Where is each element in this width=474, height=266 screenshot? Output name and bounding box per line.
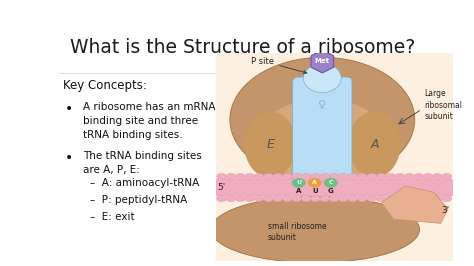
Ellipse shape: [348, 111, 401, 178]
Ellipse shape: [301, 173, 311, 180]
Text: What is the Structure of a ribosome?: What is the Structure of a ribosome?: [70, 38, 416, 57]
Text: A: A: [296, 188, 301, 194]
Ellipse shape: [236, 173, 246, 180]
Ellipse shape: [303, 64, 341, 93]
Ellipse shape: [367, 173, 377, 180]
Ellipse shape: [254, 173, 264, 180]
Text: P site: P site: [251, 57, 307, 74]
Ellipse shape: [292, 178, 305, 188]
Text: E: E: [266, 138, 274, 151]
Ellipse shape: [395, 173, 405, 180]
Ellipse shape: [404, 173, 414, 180]
Ellipse shape: [310, 173, 320, 180]
Text: U: U: [296, 180, 301, 185]
Ellipse shape: [385, 195, 395, 202]
Text: 5': 5': [217, 182, 225, 192]
Text: ♀: ♀: [318, 100, 327, 110]
Text: A: A: [370, 138, 379, 151]
Ellipse shape: [264, 173, 273, 180]
Polygon shape: [216, 179, 453, 196]
Text: U: U: [312, 188, 318, 194]
Ellipse shape: [329, 195, 339, 202]
Text: •: •: [65, 102, 73, 115]
Polygon shape: [311, 50, 334, 73]
Text: G: G: [328, 188, 334, 194]
Ellipse shape: [226, 173, 236, 180]
FancyBboxPatch shape: [293, 77, 352, 187]
Ellipse shape: [338, 195, 348, 202]
Text: –  E: exit: – E: exit: [91, 212, 135, 222]
Ellipse shape: [236, 195, 246, 202]
Text: A: A: [312, 180, 317, 185]
Ellipse shape: [244, 111, 296, 178]
Ellipse shape: [217, 173, 227, 180]
Text: The tRNA binding sites
are A, P, E:: The tRNA binding sites are A, P, E:: [83, 151, 202, 175]
Text: A ribosome has an mRNA
binding site and three
tRNA binding sites.: A ribosome has an mRNA binding site and …: [83, 102, 216, 140]
Ellipse shape: [217, 195, 227, 202]
Ellipse shape: [348, 173, 358, 180]
Ellipse shape: [414, 195, 424, 202]
Ellipse shape: [376, 173, 386, 180]
Ellipse shape: [292, 173, 301, 180]
Ellipse shape: [310, 195, 320, 202]
Ellipse shape: [245, 173, 255, 180]
PathPatch shape: [382, 186, 448, 223]
Ellipse shape: [301, 195, 311, 202]
Ellipse shape: [432, 173, 442, 180]
Ellipse shape: [324, 178, 337, 188]
Ellipse shape: [414, 173, 424, 180]
Text: small ribosome
subunit: small ribosome subunit: [268, 222, 327, 242]
Ellipse shape: [273, 173, 283, 180]
Ellipse shape: [211, 196, 419, 263]
Ellipse shape: [320, 195, 330, 202]
Text: –  P: peptidyl-tRNA: – P: peptidyl-tRNA: [91, 195, 188, 205]
Ellipse shape: [376, 195, 386, 202]
Ellipse shape: [357, 195, 367, 202]
Ellipse shape: [273, 195, 283, 202]
Ellipse shape: [348, 195, 358, 202]
Ellipse shape: [385, 173, 395, 180]
Text: 3': 3': [441, 206, 449, 215]
Ellipse shape: [395, 195, 405, 202]
Ellipse shape: [283, 173, 292, 180]
Ellipse shape: [442, 173, 452, 180]
Text: C: C: [328, 180, 333, 185]
Text: Key Concepts:: Key Concepts:: [63, 79, 147, 92]
Ellipse shape: [423, 173, 433, 180]
Ellipse shape: [283, 195, 292, 202]
Ellipse shape: [404, 195, 414, 202]
Ellipse shape: [230, 57, 415, 182]
Ellipse shape: [367, 195, 377, 202]
Ellipse shape: [329, 173, 339, 180]
Ellipse shape: [423, 195, 433, 202]
Ellipse shape: [292, 195, 301, 202]
Ellipse shape: [264, 195, 273, 202]
Ellipse shape: [245, 195, 255, 202]
Ellipse shape: [308, 178, 321, 188]
Text: •: •: [65, 151, 73, 165]
Ellipse shape: [357, 173, 367, 180]
Ellipse shape: [320, 173, 330, 180]
FancyBboxPatch shape: [216, 53, 453, 261]
Text: Large
ribosomal
subunit: Large ribosomal subunit: [424, 89, 462, 121]
Ellipse shape: [226, 195, 236, 202]
Ellipse shape: [432, 195, 442, 202]
Ellipse shape: [442, 195, 452, 202]
Ellipse shape: [257, 99, 388, 182]
Ellipse shape: [338, 173, 348, 180]
Text: Met: Met: [315, 59, 330, 64]
Ellipse shape: [254, 195, 264, 202]
Text: –  A: aminoacyl-tRNA: – A: aminoacyl-tRNA: [91, 178, 200, 188]
